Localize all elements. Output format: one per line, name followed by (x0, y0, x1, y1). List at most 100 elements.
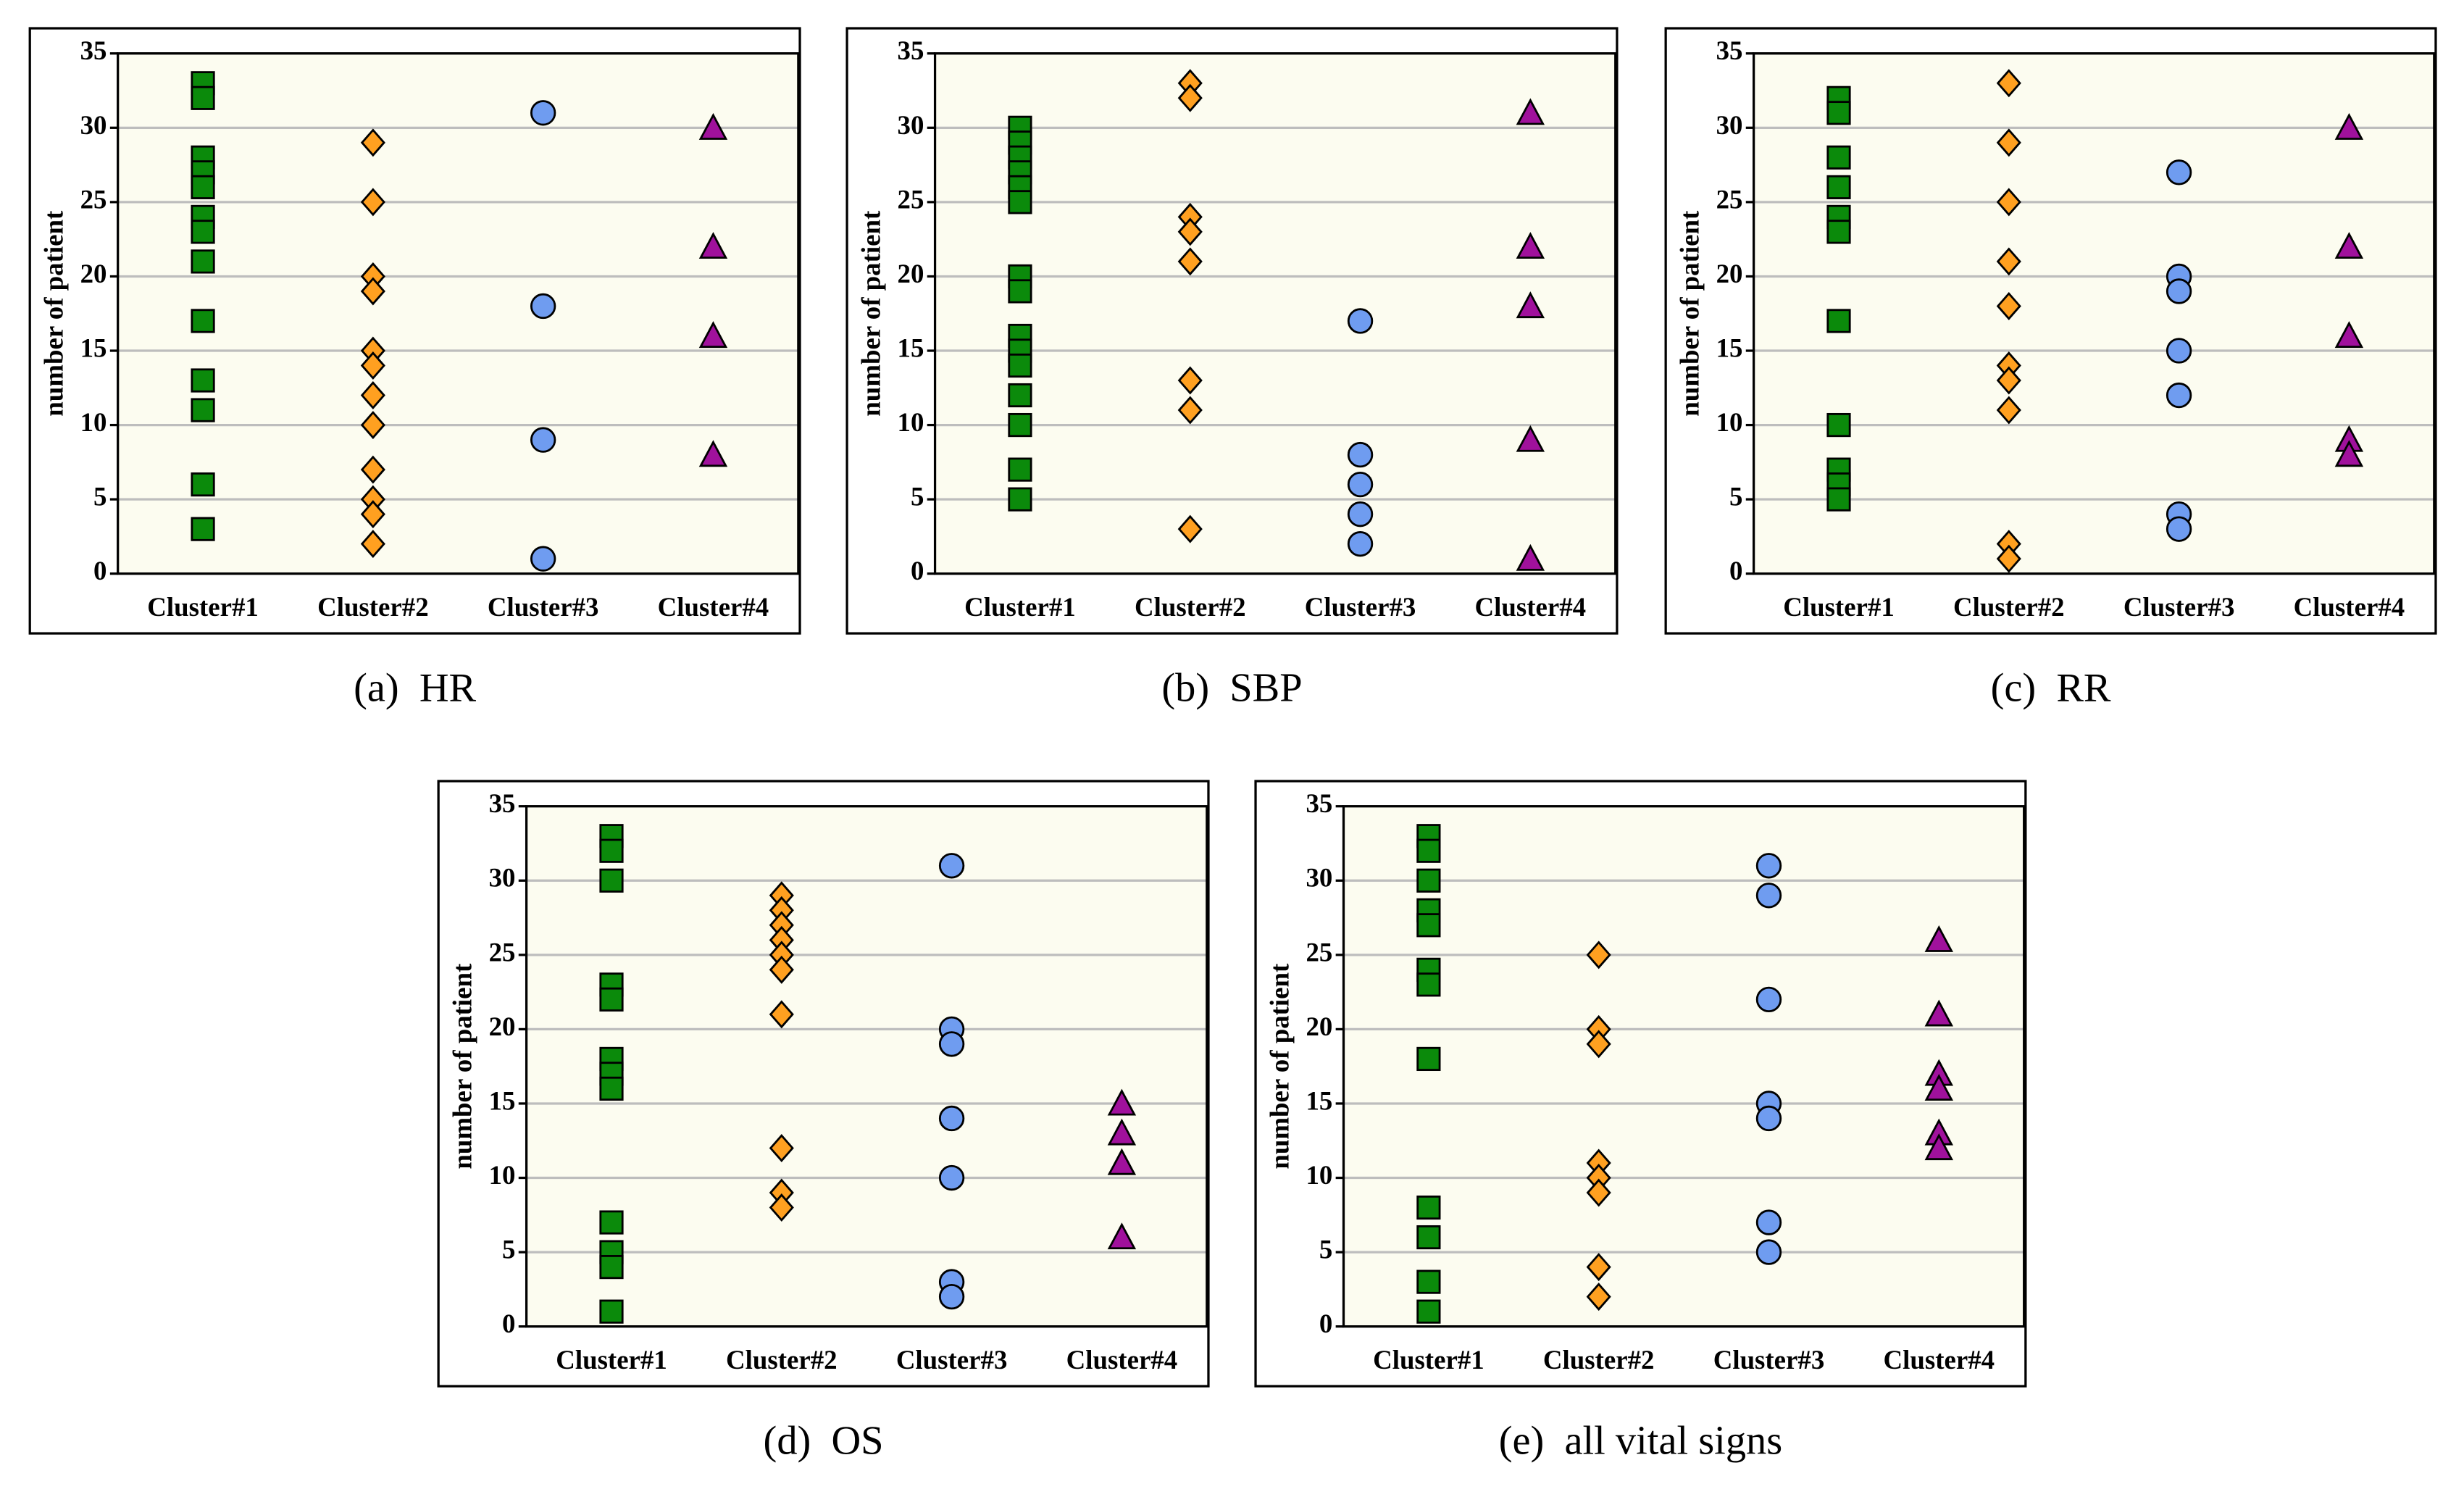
caption: (b) SBP (1161, 665, 1302, 710)
y-tick-label: 35 (1716, 36, 1743, 65)
marker (1177, 247, 1203, 276)
marker (360, 351, 385, 380)
caption: (e) all vital signs (1499, 1418, 1782, 1463)
y-tick-label: 20 (1716, 259, 1743, 288)
marker (599, 1076, 624, 1101)
marker (1177, 396, 1203, 425)
y-tick-label: 10 (898, 407, 924, 437)
marker (1008, 353, 1032, 378)
marker (599, 987, 624, 1012)
marker (1347, 441, 1374, 468)
marker (191, 309, 215, 333)
y-tick-label: 10 (489, 1160, 516, 1190)
marker (1008, 487, 1032, 512)
chart: 0 5 10 15 20 25 30 35 Cluster#1 Cluster#2 Cluster#… (1664, 27, 2437, 710)
x-tick-label: Cluster#3 (1305, 592, 1416, 622)
marker (360, 411, 385, 440)
marker (1008, 190, 1032, 214)
x-tick-label: Cluster#1 (147, 592, 259, 622)
x-tick-label: Cluster#4 (1884, 1345, 1995, 1375)
marker (1347, 308, 1374, 334)
marker (1826, 101, 1851, 125)
y-tick-label: 35 (489, 788, 516, 818)
y-tick-label: 20 (898, 259, 924, 288)
plot-border (1342, 805, 2026, 1328)
marker (1008, 383, 1032, 408)
y-tick-label: 5 (911, 482, 924, 512)
marker (1008, 412, 1032, 438)
y-tick-label: 0 (1319, 1309, 1332, 1338)
marker (938, 1105, 965, 1132)
marker (1924, 925, 1953, 952)
marker (191, 368, 215, 393)
marker (360, 188, 385, 217)
y-tick-label: 0 (502, 1309, 515, 1338)
plot-border (525, 805, 1208, 1328)
plot-area (935, 53, 1616, 574)
marker (1416, 1269, 1441, 1294)
marker (1516, 98, 1545, 125)
marker (1586, 1178, 1611, 1207)
y-tick-label: 5 (1729, 482, 1742, 512)
y-tick-label: 35 (1306, 788, 1332, 818)
marker (938, 853, 965, 879)
marker (1416, 838, 1441, 863)
marker (1755, 986, 1782, 1013)
marker (769, 955, 794, 984)
marker (1177, 366, 1203, 395)
marker (1826, 220, 1851, 244)
marker (360, 381, 385, 410)
marker (769, 1134, 794, 1162)
marker (1996, 396, 2021, 425)
marker (360, 500, 385, 529)
marker (1826, 487, 1851, 512)
marker (2166, 159, 2192, 185)
y-tick-label: 0 (911, 556, 924, 585)
y-tick-label: 30 (1306, 863, 1332, 893)
marker (1755, 883, 1782, 909)
x-tick-label: Cluster#1 (1373, 1345, 1484, 1375)
marker (2334, 321, 2364, 349)
marker (1008, 457, 1032, 482)
marker (1416, 1299, 1441, 1324)
y-tick-label: 35 (898, 36, 924, 65)
marker (1177, 83, 1203, 112)
marker (1416, 1195, 1441, 1220)
x-tick-label: Cluster#2 (726, 1345, 838, 1375)
marker (1826, 412, 1851, 438)
marker (1996, 69, 2021, 98)
y-tick-label: 15 (1306, 1085, 1332, 1115)
marker (599, 1299, 624, 1324)
y-tick-label: 15 (1716, 333, 1743, 362)
x-tick-label: Cluster#3 (488, 592, 599, 622)
marker (1107, 1148, 1137, 1175)
plot-area (1753, 53, 2434, 574)
chart: 0 5 10 15 20 25 30 35 Cluster#1 Cluster#2 Cluster#… (1254, 780, 2027, 1463)
marker (938, 1283, 965, 1310)
marker (1996, 188, 2021, 217)
marker (599, 1210, 624, 1235)
marker (191, 249, 215, 274)
marker (1826, 145, 1851, 170)
y-tick-label: 0 (93, 556, 107, 585)
marker (599, 1255, 624, 1280)
y-tick-label: 25 (898, 184, 924, 214)
marker (1416, 913, 1441, 938)
marker (938, 1164, 965, 1191)
marker (1996, 247, 2021, 276)
marker (1516, 291, 1545, 319)
y-tick-label: 15 (898, 333, 924, 362)
marker (1586, 1030, 1611, 1059)
y-tick-label: 5 (502, 1235, 515, 1264)
y-tick-label: 25 (1716, 184, 1743, 214)
y-tick-label: 5 (1319, 1235, 1332, 1264)
marker (1416, 1225, 1441, 1250)
x-tick-label: Cluster#4 (1475, 592, 1587, 622)
x-tick-label: Cluster#4 (1066, 1345, 1178, 1375)
marker (1826, 309, 1851, 333)
y-tick-label: 20 (80, 259, 107, 288)
marker (1586, 1283, 1611, 1312)
marker (2334, 112, 2364, 140)
marker (1924, 999, 1953, 1027)
marker (1416, 868, 1441, 893)
